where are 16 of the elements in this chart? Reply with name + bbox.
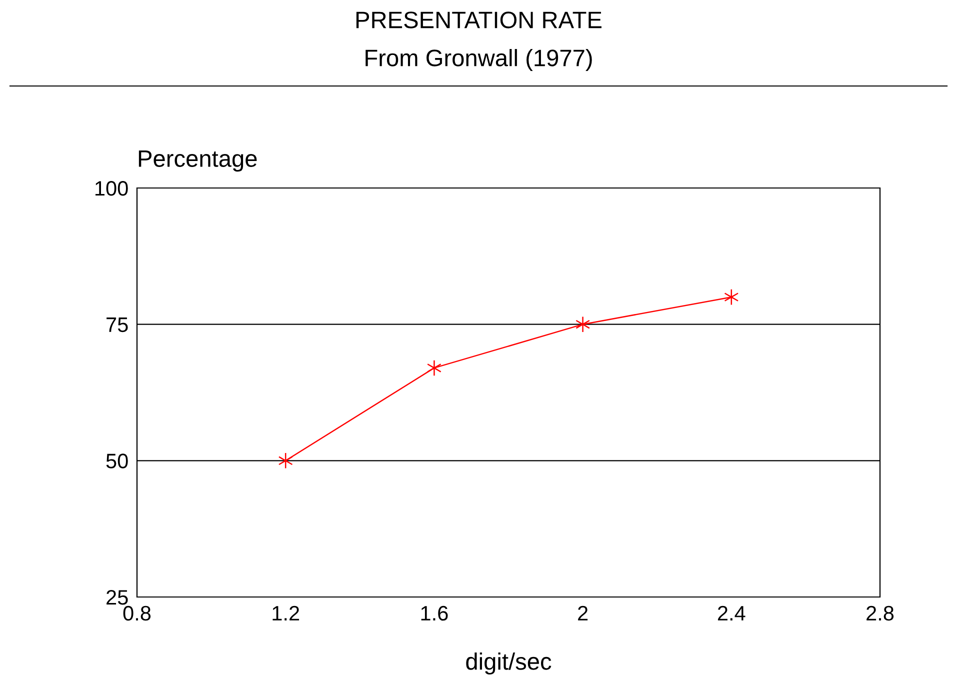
x-tick-label: 2.4: [718, 606, 746, 620]
chart-subtitle: From Gronwall (1977): [366, 48, 592, 71]
point: [576, 316, 590, 333]
x-tick-label: 2: [578, 606, 588, 620]
y-tick-label: 50: [106, 454, 128, 468]
x-tick-label: 0.8: [123, 606, 151, 621]
y-tick-label: 25: [106, 590, 128, 605]
y-tick-label: 100: [96, 181, 128, 196]
point: [426, 360, 442, 376]
x-axis-title: digit/sec: [466, 652, 552, 675]
x-tick-label: 1.6: [421, 606, 448, 621]
x-tick-label: 2.8: [866, 606, 894, 621]
y-axis-title: Percentage: [138, 150, 257, 172]
x-tick-label: 1.2: [272, 606, 300, 620]
chart-title: PRESENTATION RATE: [356, 12, 602, 28]
y-tick-label: 75: [106, 318, 128, 332]
